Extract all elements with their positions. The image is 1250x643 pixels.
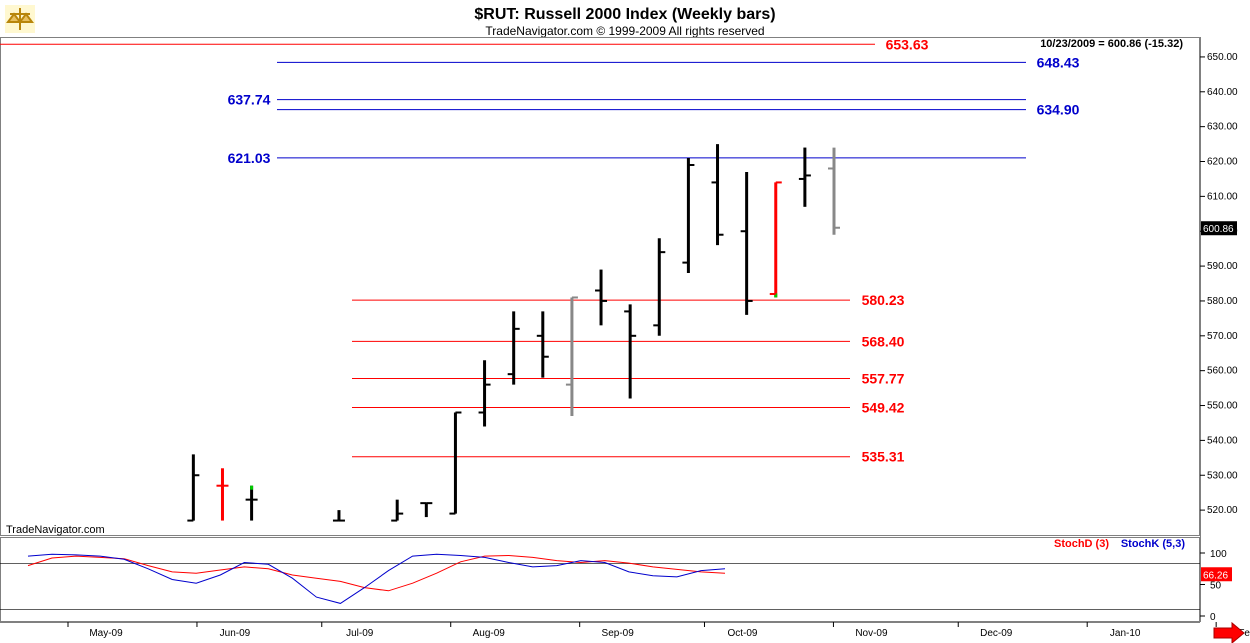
ohlc-bar — [595, 269, 608, 326]
time-tick-label: Sep-09 — [602, 628, 635, 639]
stoch-k-line — [27, 553, 726, 604]
level-label: 637.74 — [228, 92, 271, 108]
price-tick-label: 570.00 — [1207, 331, 1238, 342]
ohlc-bar — [798, 147, 811, 207]
price-tick-label: 590.00 — [1207, 261, 1238, 272]
ohlc-bar — [565, 296, 578, 416]
price-tick-label: 610.00 — [1207, 191, 1238, 202]
time-tick-label: Aug-09 — [473, 628, 506, 639]
stoch-legend-label: StochD (3) — [1054, 538, 1109, 550]
level-label: 653.63 — [886, 36, 929, 52]
stoch-tick-label: 50 — [1210, 581, 1222, 592]
last-price-label: 600.86 — [1203, 224, 1234, 235]
time-tick-label: May-09 — [89, 628, 123, 639]
ohlc-bar — [711, 144, 724, 246]
level-label: 557.77 — [862, 370, 905, 386]
price-tick-label: 540.00 — [1207, 435, 1238, 446]
price-tick-label: 640.00 — [1207, 87, 1238, 98]
level-lines: 653.63 648.43 637.74 634.90 621.03 580.23 568.… — [0, 36, 1080, 465]
ohlc-bar — [449, 411, 462, 515]
ohlc-bar — [536, 311, 549, 378]
time-tick-label: Jun-09 — [220, 628, 251, 639]
level-label: 568.40 — [862, 333, 905, 349]
stochastic-panel: 100 50 0 StochD (3) StochK (5,3) 66.26 — [0, 538, 1232, 623]
ohlc-bar — [740, 171, 753, 315]
ohlc-bar — [653, 238, 666, 336]
ohlc-bar — [420, 502, 433, 518]
level-label: 621.03 — [228, 150, 271, 166]
tradenavigator-logo-icon[interactable] — [5, 5, 35, 33]
time-tick-label: Dec-09 — [980, 628, 1013, 639]
level-label: 549.42 — [862, 400, 905, 416]
stoch-legend-label: StochK (5,3) — [1121, 538, 1186, 550]
price-tick-label: 560.00 — [1207, 366, 1238, 377]
scroll-right-arrow-icon[interactable] — [1213, 621, 1245, 643]
stoch-tick-label: 0 — [1210, 612, 1216, 623]
price-tick-label: 530.00 — [1207, 470, 1238, 481]
time-tick-label: Jan-10 — [1110, 628, 1141, 639]
ohlc-bar — [332, 510, 345, 522]
stoch-tick-label: 100 — [1210, 549, 1227, 560]
stoch-d-line — [27, 554, 726, 592]
time-tick-label: Nov-09 — [855, 628, 888, 639]
level-label: 634.90 — [1037, 102, 1080, 118]
ohlc-bar — [216, 468, 229, 521]
stoch-last-marker — [1201, 567, 1232, 582]
ohlc-bar — [507, 311, 520, 385]
ohlc-bar — [682, 158, 695, 274]
time-axis: May-09 Jun-09 Jul-09 Aug-09 Sep-09 Oct-09 Nov-… — [67, 622, 1250, 639]
chart-subtitle: TradeNavigator.com © 1999-2009 All right… — [485, 24, 764, 38]
ohlc-bar — [478, 360, 491, 427]
price-tick-label: 580.00 — [1207, 296, 1238, 307]
level-label: 648.43 — [1037, 54, 1080, 70]
stoch-last-label: 66.26 — [1203, 570, 1228, 581]
price-tick-label: 650.00 — [1207, 52, 1238, 63]
ohlc-bar — [769, 181, 782, 298]
ohlc-bar — [391, 499, 404, 522]
price-plot-area — [0, 37, 1200, 536]
level-label: 580.23 — [862, 292, 905, 308]
price-tick-label: 620.00 — [1207, 157, 1238, 168]
ohlc-bar — [828, 147, 840, 235]
ohlc-bar — [245, 485, 258, 521]
chart-title: $RUT: Russell 2000 Index (Weekly bars) — [474, 6, 775, 23]
watermark-label: TradeNavigator.com — [6, 524, 105, 536]
price-tick-label: 520.00 — [1207, 505, 1238, 516]
price-tick-label: 630.00 — [1207, 122, 1238, 133]
stoch-plot-area — [0, 537, 1200, 622]
last-quote-label: 10/23/2009 = 600.86 (-15.32) — [1040, 38, 1183, 50]
time-tick-label: Oct-09 — [727, 628, 757, 639]
last-price-marker — [1201, 221, 1237, 236]
time-tick-label: Jul-09 — [346, 628, 374, 639]
price-bars — [187, 144, 840, 522]
price-axis: 520.00 530.00 540.00 550.00 560.00 570.00 580.… — [1200, 52, 1238, 516]
ohlc-bar — [187, 454, 200, 522]
price-tick-label: 550.00 — [1207, 401, 1238, 412]
level-label: 535.31 — [862, 449, 905, 465]
ohlc-bar — [624, 304, 637, 399]
